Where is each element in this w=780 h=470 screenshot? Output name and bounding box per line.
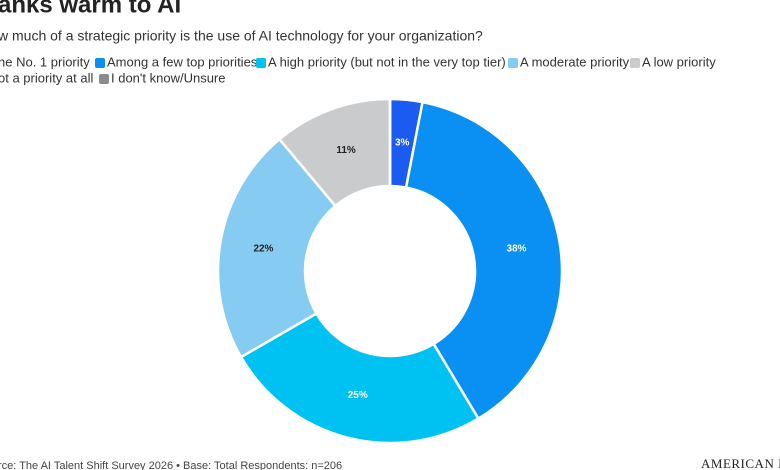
legend-label: A moderate priority: [520, 54, 630, 69]
legend-label: A high priority (but not in the very top…: [268, 54, 506, 69]
legend-label: he No. 1 priority: [0, 54, 90, 69]
chart-subtitle: w much of a strategic priority is the us…: [0, 28, 483, 44]
legend-swatch: [99, 74, 109, 84]
legend-label: ot a priority at all: [0, 70, 93, 85]
value-label: 22%: [253, 243, 273, 254]
value-label: 3%: [395, 138, 410, 149]
legend-label: A low priority: [642, 54, 716, 69]
legend-swatch: [256, 58, 266, 68]
value-label: 38%: [507, 243, 527, 254]
source-note: rce: The AI Talent Shift Survey 2026 • B…: [0, 460, 342, 470]
legend-swatch: [95, 58, 105, 68]
value-label: 25%: [348, 390, 368, 401]
chart-title: anks warm to AI: [0, 0, 181, 18]
donut-slice: [216, 137, 338, 359]
donut-slice: [239, 311, 481, 445]
brand-logo: AMERICAN BAN: [701, 456, 780, 470]
legend-swatch: [630, 58, 640, 68]
legend-label: I don't know/Unsure: [111, 70, 226, 85]
legend-label: Among a few top priorities: [107, 54, 258, 69]
legend-swatch: [508, 58, 518, 68]
value-label: 11%: [336, 145, 356, 156]
donut-slice: [404, 100, 564, 421]
